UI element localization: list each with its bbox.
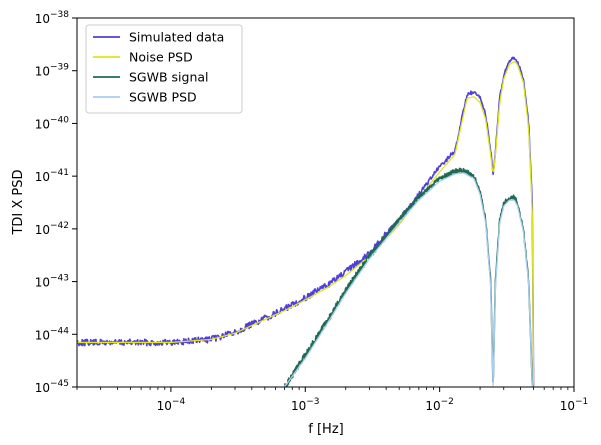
y-axis-label: TDI X PSD: [11, 169, 26, 235]
x-axis-label: f [Hz]: [308, 422, 343, 437]
x-tick-label: 10−4: [157, 397, 186, 413]
series-line-noise-psd: [77, 60, 535, 387]
y-tick-label: 10−38: [35, 10, 70, 26]
x-tick-label: 10−2: [425, 397, 454, 413]
legend-label: Simulated data: [129, 30, 224, 45]
y-tick-label: 10−40: [35, 115, 70, 131]
legend-label: Noise PSD: [129, 50, 193, 65]
legend: Simulated data Noise PSD SGWB signal SGWB P…: [85, 24, 243, 114]
legend-label: SGWB PSD: [129, 90, 197, 105]
y-tick-label: 10−43: [35, 274, 69, 290]
plot-frame: [76, 17, 575, 388]
y-tick-label: 10−42: [35, 221, 69, 237]
x-tick-label: 10−3: [291, 397, 320, 413]
ticks-layer: 10−4 10−3 10−2 10−1 10−45 10−44 10−43 10−42 10−4…: [35, 10, 589, 413]
legend-box: [85, 24, 243, 114]
series-line-sgwb-psd: [283, 172, 534, 387]
y-tick-label: 10−44: [35, 326, 70, 342]
y-tick-label: 10−39: [35, 63, 70, 79]
y-tick-label: 10−41: [35, 168, 69, 184]
x-tick-label: 10−1: [560, 397, 589, 413]
series-layer: [77, 56, 535, 387]
legend-label: SGWB signal: [129, 70, 209, 85]
y-tick-label: 10−45: [35, 379, 69, 395]
